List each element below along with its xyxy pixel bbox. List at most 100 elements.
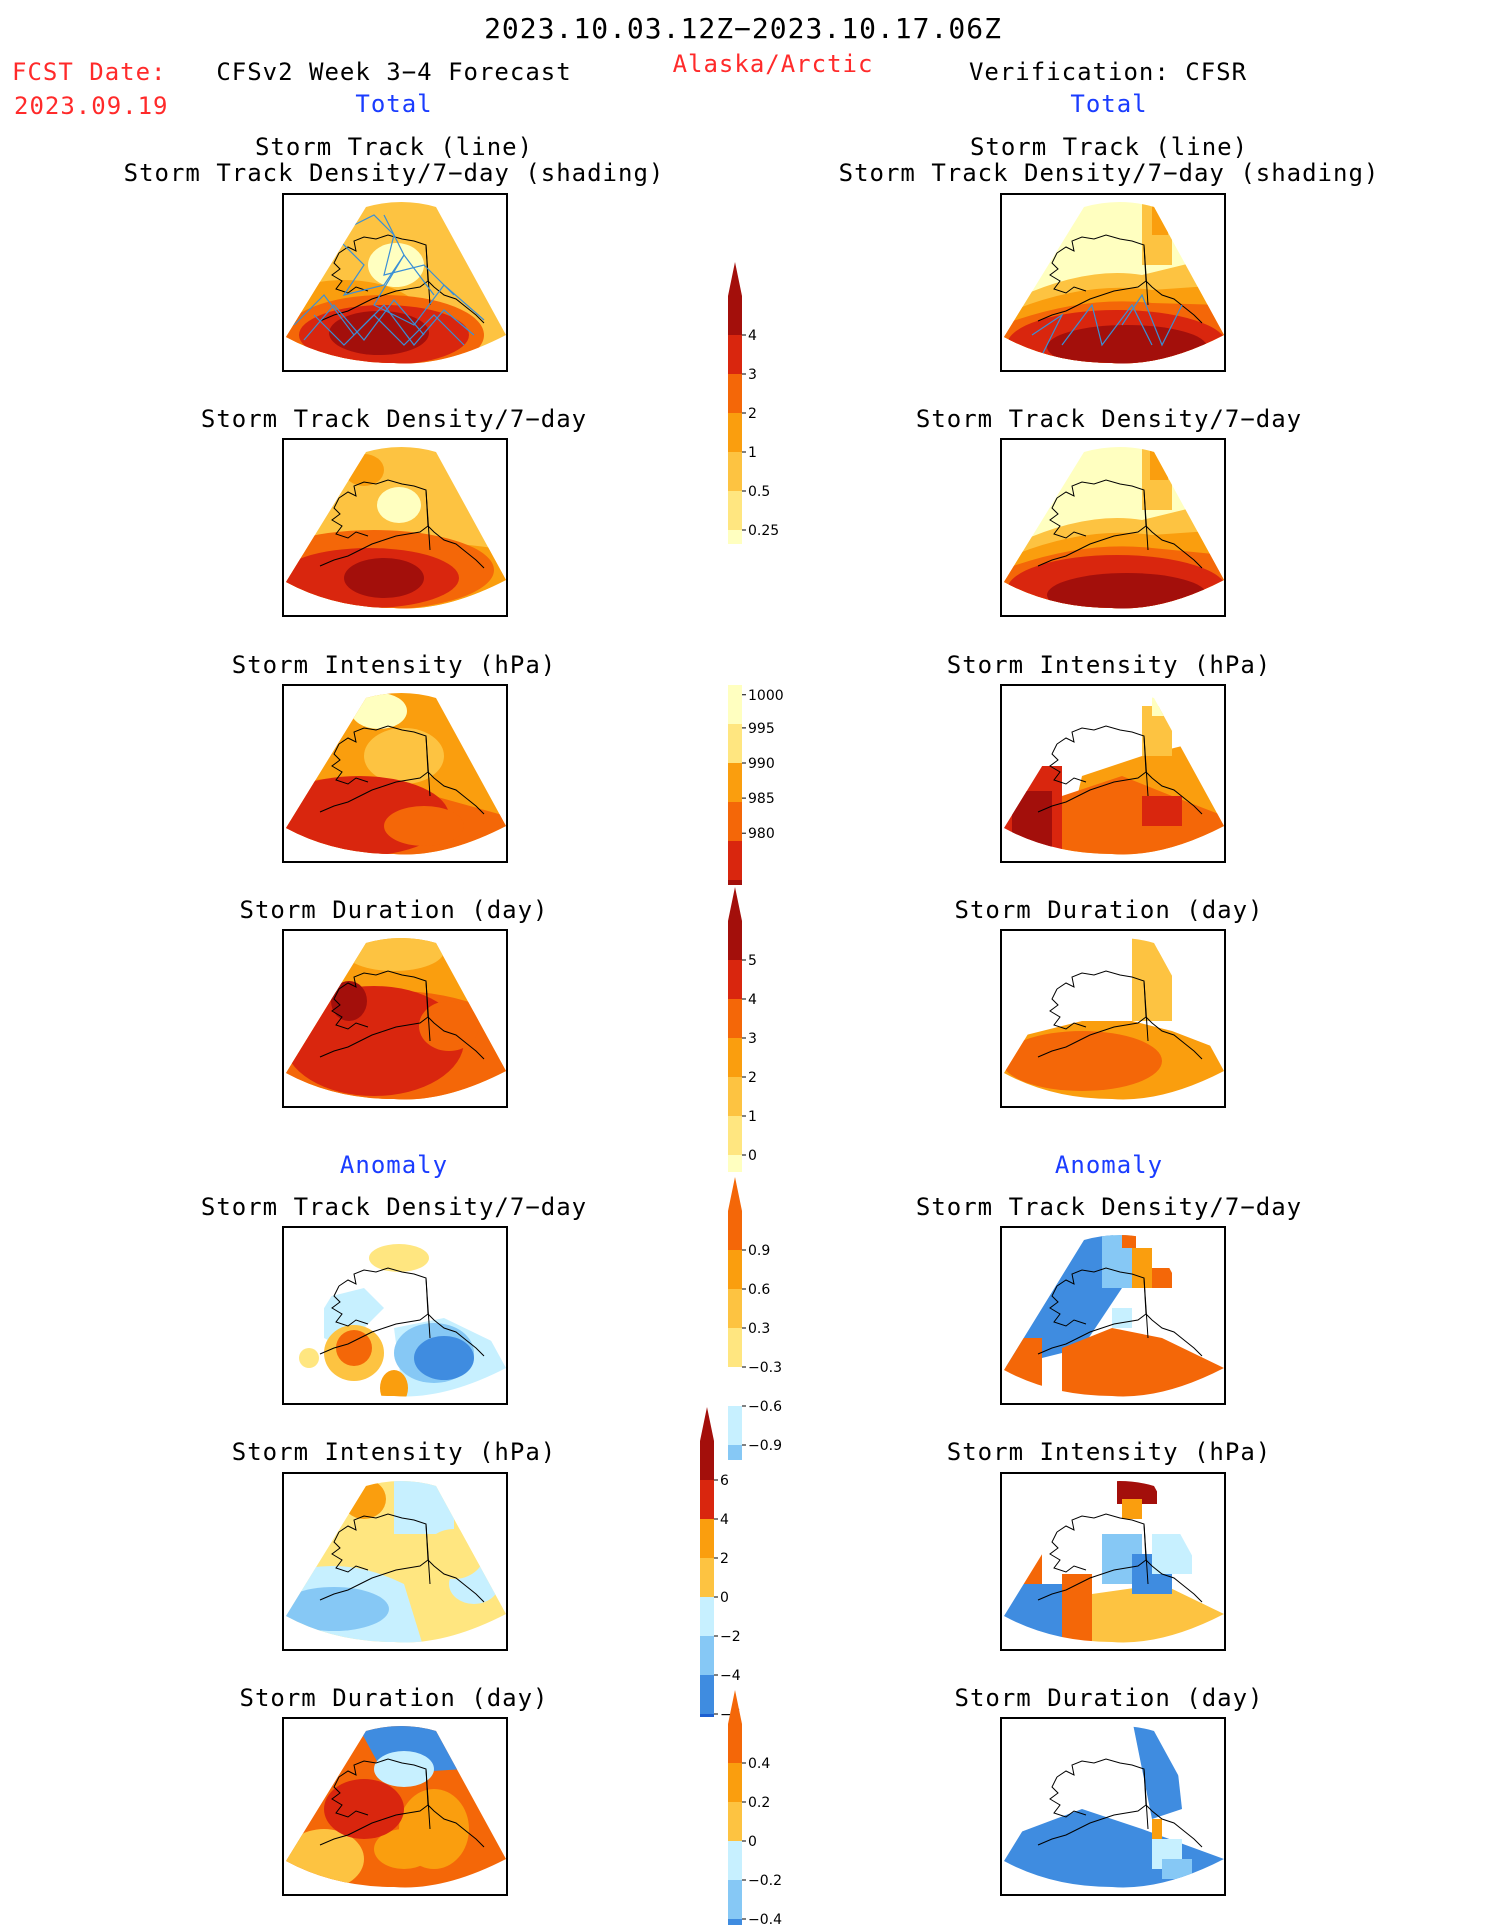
map-fill	[1004, 202, 1224, 364]
colorbar-segment	[728, 1406, 742, 1445]
colorbar-arrow-top	[728, 1690, 742, 1724]
colorbar-density: 4 3 2 1 0.5 0.25	[728, 262, 779, 544]
shade-region	[1047, 325, 1207, 364]
colorbar-tick-label: 0.25	[748, 523, 779, 539]
right-anom-intensity-title: Storm Intensity (hPa)	[946, 1438, 1272, 1466]
colorbar-tick-label: 4	[748, 992, 757, 1008]
colorbar-segment	[728, 491, 742, 530]
shade-region	[344, 558, 424, 598]
colorbar-tick-label: 4	[748, 328, 757, 344]
shade-region	[1047, 573, 1207, 609]
colorbar-tick-label: 2	[748, 1070, 757, 1086]
shade-region	[1152, 951, 1172, 991]
colorbar-tick-label: 0	[748, 1834, 757, 1850]
coastline	[1037, 970, 1203, 1060]
colorbar-segment	[728, 685, 742, 724]
shade-region	[1012, 791, 1052, 855]
colorbar-segment	[728, 1841, 742, 1880]
colorbar-segment	[728, 960, 742, 999]
colorbar-segment	[728, 724, 742, 763]
colorbar-body: 0.9 0.6 0.3 −0.3 −0.6 −0.9	[728, 1177, 782, 1460]
shade-region	[1062, 1328, 1224, 1397]
coastline	[1037, 1267, 1203, 1357]
shade-region	[1162, 1859, 1192, 1879]
colorbar-segment	[700, 1675, 714, 1714]
colorbar-tick-label: −0.3	[748, 1360, 782, 1376]
border-line	[425, 1768, 431, 1830]
coastline	[1037, 479, 1203, 569]
map-left-track	[282, 193, 508, 372]
shade-region	[1062, 1574, 1092, 1643]
colorbar-anom-density: 0.9 0.6 0.3 −0.3 −0.6 −0.9	[728, 1177, 782, 1460]
colorbar-segment	[728, 802, 742, 841]
right-anomaly-label: Anomaly	[1054, 1151, 1164, 1179]
coastline	[319, 1758, 485, 1848]
colorbar-segment	[700, 1558, 714, 1597]
shade-region	[1112, 1308, 1132, 1328]
right-intensity-title: Storm Intensity (hPa)	[946, 651, 1272, 679]
period-title: 2023.10.03.12Z−2023.10.17.06Z	[484, 12, 1002, 45]
right-anom-duration-title: Storm Duration (day)	[954, 1684, 1264, 1712]
shade-region	[394, 1481, 454, 1534]
border-line	[425, 1523, 431, 1585]
map-left-duration-svg	[286, 938, 506, 1100]
border-line	[425, 980, 431, 1042]
shade-region	[286, 986, 464, 1096]
left-anom-density-title: Storm Track Density/7−day	[200, 1193, 588, 1221]
shade-region	[1132, 1248, 1152, 1288]
shade-region	[377, 487, 421, 523]
colorbar-body: 5 4 3 2 1 0	[728, 887, 757, 1172]
colorbar-arrow-top	[728, 1177, 742, 1211]
colorbar-segment	[728, 763, 742, 802]
right-anom-density-title: Storm Track Density/7−day	[915, 1193, 1303, 1221]
storm-track-lines	[1031, 293, 1183, 356]
map-fill	[286, 1481, 506, 1643]
shade-region	[368, 243, 424, 287]
left-anom-intensity-title: Storm Intensity (hPa)	[231, 1438, 557, 1466]
coastline	[319, 479, 485, 569]
map-right-density-svg	[1004, 447, 1224, 609]
colorbar-tick-label: −0.2	[748, 1873, 782, 1889]
verification-title: Verification: CFSR	[968, 58, 1248, 86]
colorbar-segment	[728, 999, 742, 1038]
coastline	[1037, 725, 1203, 815]
coastline	[1037, 1513, 1203, 1603]
shade-region	[374, 1829, 434, 1869]
shade-region	[1150, 447, 1168, 480]
map-left-anom-intensity-svg	[286, 1481, 506, 1643]
colorbar-tick-label: 2	[748, 406, 757, 422]
colorbar-tick-label: −4	[720, 1668, 741, 1684]
map-fill	[1004, 938, 1224, 1100]
right-total-label: Total	[1070, 90, 1148, 118]
colorbar-body: 6 4 2 0 −2 −4 −6	[700, 1407, 741, 1717]
colorbar-segment	[728, 1763, 742, 1802]
colorbar-tick-label: −0.4	[748, 1912, 782, 1925]
map-fill	[1004, 1726, 1224, 1888]
left-intensity-title: Storm Intensity (hPa)	[231, 651, 557, 679]
map-left-density-svg	[286, 447, 506, 609]
storm-track	[303, 299, 425, 341]
coastline	[1037, 234, 1203, 324]
colorbar-tick-label: 2	[720, 1551, 729, 1567]
map-fill	[1004, 693, 1224, 855]
shade-region	[419, 1001, 479, 1051]
colorbar-segment	[728, 1328, 742, 1367]
storm-track	[1121, 293, 1183, 347]
border-line	[1143, 735, 1149, 797]
colorbar-intensity: 1000 995 990 985 980	[728, 685, 784, 885]
map-right-duration	[1000, 929, 1226, 1108]
colorbar-segment	[728, 1802, 742, 1841]
left-anomaly-label: Anomaly	[339, 1151, 449, 1179]
map-fill	[1004, 1481, 1224, 1643]
colorbar-segment	[728, 452, 742, 491]
coastline	[319, 1513, 485, 1603]
shade-region	[380, 1370, 408, 1397]
shade-region	[1142, 796, 1182, 826]
left-total-label: Total	[355, 90, 433, 118]
map-left-anom-duration	[282, 1717, 508, 1896]
colorbar-tick-label: 3	[748, 1031, 757, 1047]
border-line	[1143, 244, 1149, 306]
colorbar-segment	[728, 1919, 742, 1925]
border-line	[1143, 1768, 1149, 1830]
colorbar-segment	[700, 1519, 714, 1558]
